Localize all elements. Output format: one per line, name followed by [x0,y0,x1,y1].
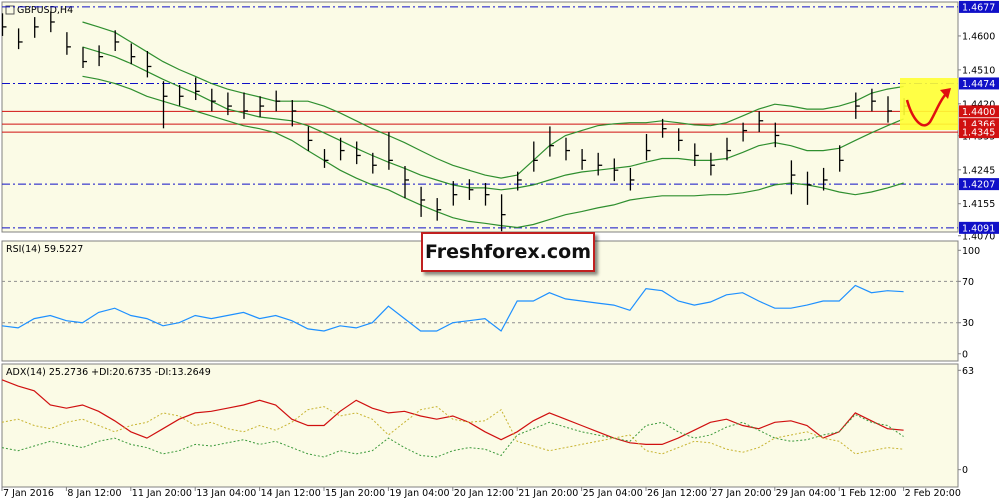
x-tick-label: 2 Feb 20:00 [905,488,961,499]
x-tick-label: 14 Jan 12:00 [261,488,321,499]
y-tick-label: 0 [962,465,968,476]
x-tick-label: 20 Jan 12:00 [454,488,514,499]
price-panel [1,1,959,233]
level-label-box [959,0,999,13]
forecast-arrow [905,93,947,127]
series-line [82,21,904,179]
y-tick-label: 70 [962,277,974,288]
y-tick-label: 1.4070 [962,231,995,242]
panel-title: RSI(14) 59.5227 [6,244,83,255]
series-line [82,46,904,191]
level-label: 1.4474 [962,79,995,90]
level-label-box [959,126,999,139]
x-tick-label: 8 Jan 12:00 [67,488,121,499]
y-tick-label: 1.4510 [962,65,995,76]
level-label: 1.4400 [962,107,995,118]
series-line [1,379,904,445]
panel-title: ADX(14) 25.2736 +DI:20.6735 -DI:13.2649 [6,367,211,378]
level-label-box [959,221,999,234]
x-tick-label: 19 Jan 04:00 [389,488,449,499]
x-tick-label: 29 Jan 04:00 [776,488,836,499]
watermark: Freshforex.com [421,232,595,272]
y-tick-label: 30 [962,318,974,329]
x-tick-label: 25 Jan 04:00 [583,488,643,499]
y-tick-label: 100 [962,246,980,257]
x-tick-label: 27 Jan 20:00 [711,488,771,499]
level-label-box [959,77,999,90]
x-tick-label: 21 Jan 20:00 [518,488,578,499]
x-tick-label: 7 Jan 2016 [3,488,54,499]
x-tick-label: 13 Jan 04:00 [196,488,256,499]
x-tick-label: 15 Jan 20:00 [325,488,385,499]
series-line [1,284,904,332]
level-label: 1.4091 [962,223,995,234]
x-tick-label: 11 Jan 20:00 [132,488,192,499]
adx-panel [1,363,959,488]
y-tick-label: 1.4420 [962,99,995,110]
series-line [82,75,904,229]
arrow-head [940,88,951,99]
level-label: 1.4207 [962,180,995,191]
level-label: 1.4677 [962,2,995,13]
level-label: 1.4345 [962,128,995,139]
level-label-box [959,105,999,118]
symbol-icon [5,5,15,15]
x-tick-label: 26 Jan 12:00 [647,488,707,499]
y-tick-label: 63 [962,366,974,377]
x-tick-label: 1 Feb 12:00 [840,488,896,499]
y-tick-label: 1.4155 [962,199,995,210]
y-tick-label: 1.4245 [962,165,995,176]
y-tick-label: 0 [962,349,968,360]
level-label: 1.4366 [962,120,995,131]
series-line [1,406,904,455]
y-tick-label: 1.4600 [962,31,995,42]
panel-title: GBPUSD,H4 [17,5,73,16]
level-label-box [959,178,999,191]
